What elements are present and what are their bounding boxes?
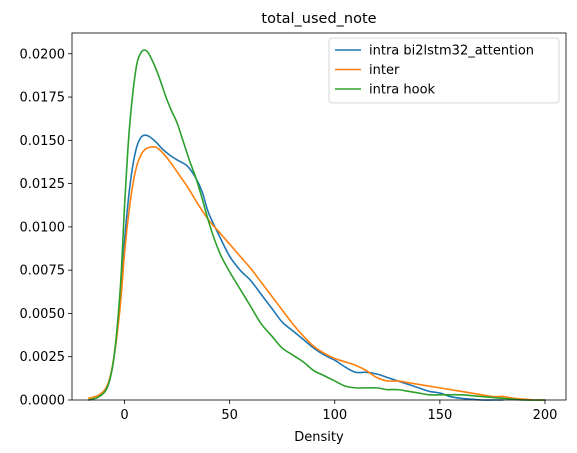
x-tick-label: 100 (322, 408, 347, 423)
x-tick-label: 150 (427, 408, 452, 423)
series-line-2 (88, 49, 546, 401)
x-axis: 0 50 100 150 200 (120, 400, 557, 423)
y-tick-label: 0.0100 (20, 220, 66, 235)
y-axis: 0.0000 0.0025 0.0050 0.0075 0.0100 0.0125 0.01… (20, 47, 72, 409)
y-tick-label: 0.0175 (20, 91, 66, 106)
legend-label-0: intra bi2lstm32_attention (369, 44, 534, 59)
plot-lines (88, 49, 546, 401)
y-tick-label: 0.0125 (20, 177, 66, 192)
y-tick-label: 0.0150 (20, 134, 66, 149)
series-line-0 (88, 134, 504, 401)
x-tick-label: 200 (533, 408, 558, 423)
legend-box (328, 37, 560, 104)
y-tick-label: 0.0050 (20, 307, 66, 322)
y-tick-label: 0.0000 (20, 394, 66, 409)
chart-title: total_used_note (261, 11, 376, 27)
x-tick-label: 50 (221, 408, 238, 423)
legend-label-1: inter (369, 63, 400, 78)
y-tick-label: 0.0025 (20, 350, 66, 365)
y-tick-label: 0.0075 (20, 264, 66, 279)
x-tick-label: 0 (120, 408, 128, 423)
y-tick-label: 0.0200 (20, 47, 66, 62)
legend-label-2: intra hook (369, 83, 436, 98)
x-axis-label: Density (294, 430, 344, 445)
plot-frame (71, 32, 567, 401)
series-line-1 (88, 145, 546, 401)
